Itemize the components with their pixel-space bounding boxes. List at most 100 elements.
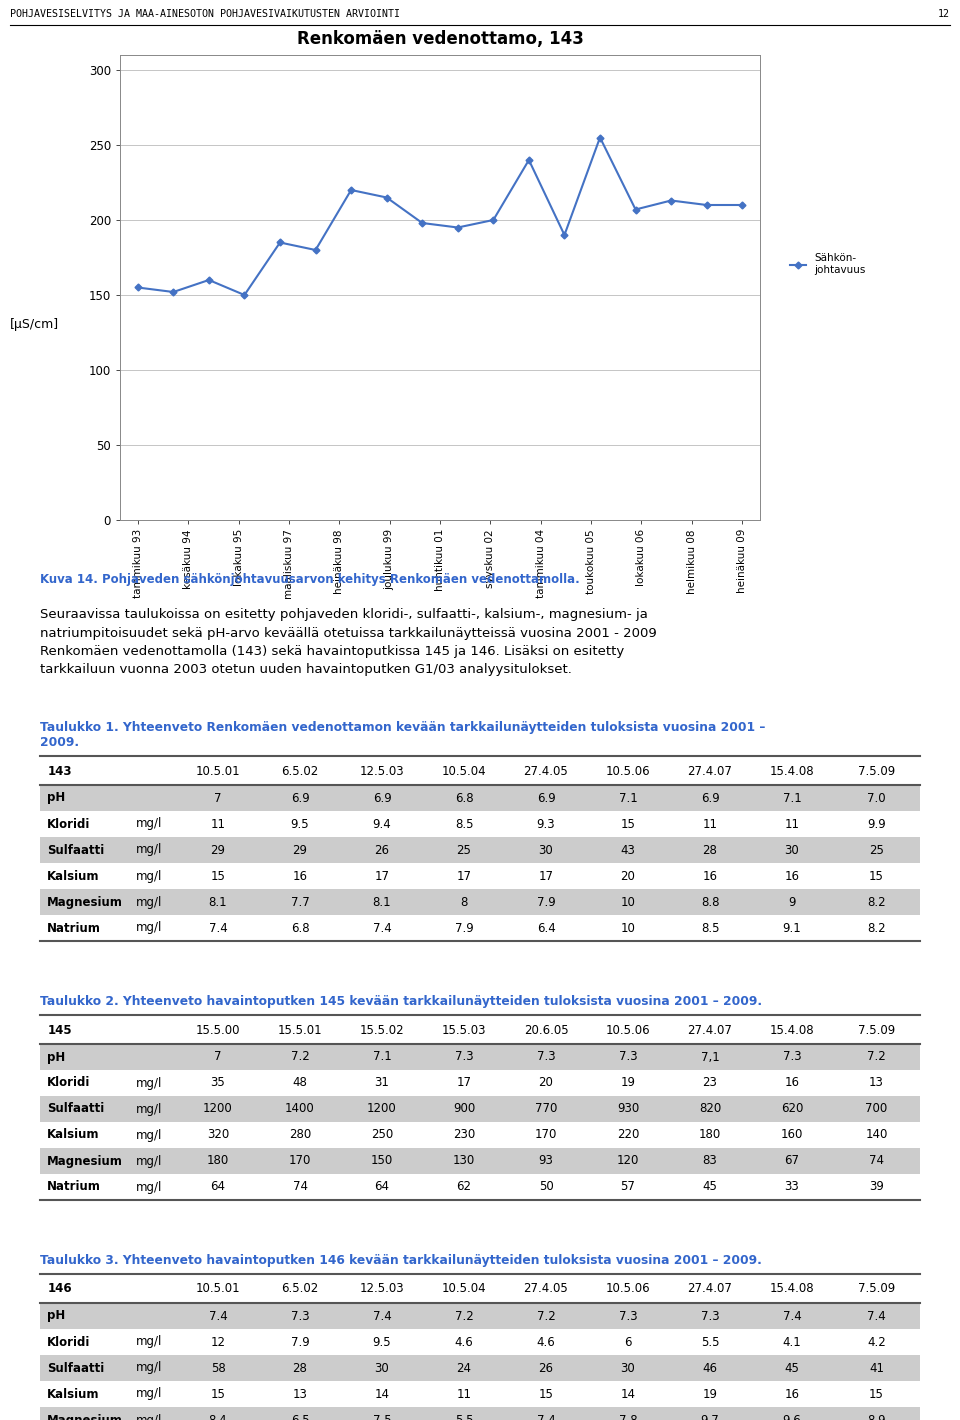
Text: 64: 64 <box>374 1180 390 1193</box>
Text: mg/l: mg/l <box>135 1413 162 1420</box>
FancyBboxPatch shape <box>177 1071 259 1096</box>
FancyBboxPatch shape <box>132 1355 177 1382</box>
Text: 7.3: 7.3 <box>537 1051 555 1064</box>
Text: 74: 74 <box>293 1180 307 1193</box>
Text: mg/l: mg/l <box>135 1387 162 1400</box>
Text: Kloridi: Kloridi <box>47 818 91 831</box>
FancyBboxPatch shape <box>177 1174 259 1200</box>
FancyBboxPatch shape <box>341 1304 423 1329</box>
FancyBboxPatch shape <box>505 1096 587 1122</box>
Text: Sulfaatti: Sulfaatti <box>47 1102 105 1116</box>
Text: 17: 17 <box>539 869 554 882</box>
FancyBboxPatch shape <box>669 1355 751 1382</box>
FancyBboxPatch shape <box>423 1329 505 1355</box>
FancyBboxPatch shape <box>40 1304 132 1329</box>
Text: 8.1: 8.1 <box>208 896 228 909</box>
Text: 6.8: 6.8 <box>455 791 473 805</box>
Text: 930: 930 <box>617 1102 639 1116</box>
FancyBboxPatch shape <box>833 1122 920 1147</box>
Text: 5.5: 5.5 <box>701 1335 719 1349</box>
Text: 25: 25 <box>869 843 884 856</box>
Text: 10.5.06: 10.5.06 <box>606 764 650 778</box>
FancyBboxPatch shape <box>341 1355 423 1382</box>
FancyBboxPatch shape <box>505 1147 587 1174</box>
Text: 30: 30 <box>374 1362 390 1375</box>
FancyBboxPatch shape <box>751 889 833 914</box>
FancyBboxPatch shape <box>259 1147 341 1174</box>
FancyBboxPatch shape <box>40 1355 132 1382</box>
Text: 15.4.08: 15.4.08 <box>770 1282 814 1295</box>
FancyBboxPatch shape <box>259 1407 341 1420</box>
FancyBboxPatch shape <box>177 1122 259 1147</box>
Text: 250: 250 <box>371 1129 394 1142</box>
Text: Seuraavissa taulukoissa on esitetty pohjaveden kloridi-, sulfaatti-, kalsium-, m: Seuraavissa taulukoissa on esitetty pohj… <box>40 608 657 676</box>
Text: 9.5: 9.5 <box>291 818 309 831</box>
FancyBboxPatch shape <box>505 889 587 914</box>
Text: 1200: 1200 <box>204 1102 233 1116</box>
Text: 7.2: 7.2 <box>537 1309 556 1322</box>
FancyBboxPatch shape <box>669 1071 751 1096</box>
Text: 57: 57 <box>620 1180 636 1193</box>
Text: 15.5.01: 15.5.01 <box>277 1024 323 1037</box>
FancyBboxPatch shape <box>40 1329 132 1355</box>
Text: 7: 7 <box>214 1051 222 1064</box>
Text: 8: 8 <box>460 896 468 909</box>
Text: 7,1: 7,1 <box>701 1051 719 1064</box>
FancyBboxPatch shape <box>132 1382 177 1407</box>
FancyBboxPatch shape <box>505 836 587 863</box>
FancyBboxPatch shape <box>423 863 505 889</box>
FancyBboxPatch shape <box>341 863 423 889</box>
FancyBboxPatch shape <box>833 811 920 836</box>
FancyBboxPatch shape <box>587 1122 669 1147</box>
FancyBboxPatch shape <box>669 1382 751 1407</box>
Text: 7.3: 7.3 <box>618 1309 637 1322</box>
Text: 7.4: 7.4 <box>867 1309 886 1322</box>
Title: Renkomäen vedenottamo, 143: Renkomäen vedenottamo, 143 <box>297 30 584 48</box>
Text: 6: 6 <box>624 1335 632 1349</box>
FancyBboxPatch shape <box>833 1304 920 1329</box>
Text: 150: 150 <box>371 1154 394 1167</box>
Text: 12.5.03: 12.5.03 <box>360 764 404 778</box>
Text: 280: 280 <box>289 1129 311 1142</box>
Text: 15.5.00: 15.5.00 <box>196 1024 240 1037</box>
FancyBboxPatch shape <box>587 1147 669 1174</box>
Text: 15: 15 <box>869 1387 884 1400</box>
Text: 820: 820 <box>699 1102 721 1116</box>
FancyBboxPatch shape <box>833 1071 920 1096</box>
FancyBboxPatch shape <box>751 836 833 863</box>
FancyBboxPatch shape <box>259 1122 341 1147</box>
Text: 62: 62 <box>457 1180 471 1193</box>
Text: pH: pH <box>47 1051 65 1064</box>
FancyBboxPatch shape <box>132 1147 177 1174</box>
Text: 7.2: 7.2 <box>455 1309 473 1322</box>
FancyBboxPatch shape <box>587 863 669 889</box>
FancyBboxPatch shape <box>341 1407 423 1420</box>
FancyBboxPatch shape <box>40 1122 132 1147</box>
Text: 7.0: 7.0 <box>867 791 886 805</box>
Text: 140: 140 <box>865 1129 888 1142</box>
Text: 41: 41 <box>869 1362 884 1375</box>
FancyBboxPatch shape <box>259 1329 341 1355</box>
Text: 10.5.06: 10.5.06 <box>606 1024 650 1037</box>
Text: 1200: 1200 <box>367 1102 396 1116</box>
FancyBboxPatch shape <box>505 1329 587 1355</box>
FancyBboxPatch shape <box>587 1044 669 1071</box>
FancyBboxPatch shape <box>587 1355 669 1382</box>
FancyBboxPatch shape <box>505 1382 587 1407</box>
Text: 145: 145 <box>47 1024 72 1037</box>
FancyBboxPatch shape <box>259 1044 341 1071</box>
FancyBboxPatch shape <box>40 836 132 863</box>
FancyBboxPatch shape <box>40 914 132 941</box>
Text: 130: 130 <box>453 1154 475 1167</box>
Text: 6.5.02: 6.5.02 <box>281 764 319 778</box>
Text: 8.2: 8.2 <box>867 896 886 909</box>
Text: 620: 620 <box>780 1102 804 1116</box>
Text: 35: 35 <box>210 1076 226 1089</box>
Text: 8.8: 8.8 <box>701 896 719 909</box>
Text: 15: 15 <box>620 818 636 831</box>
Text: mg/l: mg/l <box>135 1076 162 1089</box>
Text: 9.4: 9.4 <box>372 818 392 831</box>
Text: 7.3: 7.3 <box>618 1051 637 1064</box>
Text: 9.3: 9.3 <box>537 818 555 831</box>
FancyBboxPatch shape <box>132 1122 177 1147</box>
